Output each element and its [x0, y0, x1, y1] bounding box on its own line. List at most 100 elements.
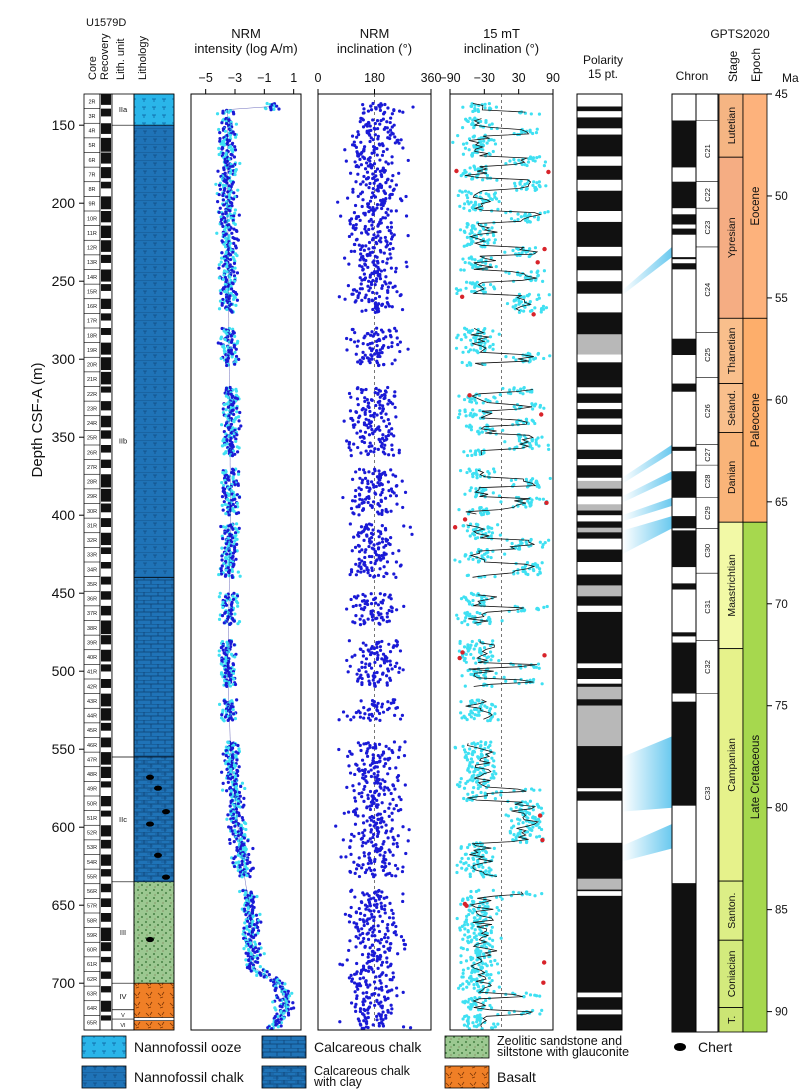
nrm-inclination-point [387, 489, 391, 493]
nrm-intensity-point [250, 930, 254, 934]
nrm-inclination-point [366, 955, 370, 959]
lith-unit-label: IIc [119, 815, 127, 824]
nrm-inclination-point [351, 418, 355, 422]
nrm-inclination-point [357, 792, 361, 796]
nrm-inclination-point [361, 356, 366, 361]
inclination-15mt-point [460, 126, 465, 130]
nrm-intensity-point [244, 958, 248, 962]
inclination-15mt-point [458, 412, 462, 416]
core-label: 57R [87, 904, 97, 910]
inclination-15mt-point [512, 299, 516, 303]
nrm-inclination-point [394, 329, 398, 333]
nrm-inclination-point [354, 1009, 358, 1013]
nrm-intensity-point [228, 294, 232, 298]
nrm-inclination-point [353, 895, 357, 899]
nrm-inclination-point [352, 715, 356, 719]
nrm-intensity-point [256, 956, 260, 960]
nrm-inclination-point [352, 242, 357, 247]
nrm-inclination-point [376, 447, 380, 451]
nrm-intensity-point [223, 129, 227, 133]
nrm-inclination-point [345, 348, 349, 352]
nrm-intensity-point [265, 101, 269, 106]
lithology-interval [133, 982, 175, 1018]
nrm-intensity-point [280, 1005, 284, 1009]
nrm-inclination-point [353, 545, 358, 549]
depth-tick-label: 450 [52, 585, 76, 601]
nrm-inclination-point [355, 996, 359, 1001]
nrm-intensity-point [247, 958, 251, 963]
nrm-inclination-point [371, 678, 375, 682]
inclination-15mt-point [482, 328, 486, 332]
nrm-inclination-point [374, 717, 378, 721]
nrm-inclination-point [366, 770, 371, 774]
nrm-intensity-point [234, 861, 238, 865]
inclination-15mt-point [470, 397, 474, 401]
nrm-inclination-point [375, 242, 379, 246]
nrm-inclination-point [349, 889, 353, 893]
nrm-inclination-point [360, 665, 364, 670]
nrm-inclination-point [362, 787, 366, 791]
inclination-15mt-point [473, 285, 477, 289]
inclination-15mt-point [517, 547, 522, 551]
nrm-inclination-point [356, 130, 360, 134]
inclination-15mt-point [492, 467, 496, 471]
nrm-inclination-point [393, 390, 397, 394]
nrm-intensity-point [231, 671, 236, 676]
nrm-intensity-point [236, 530, 240, 534]
nrm-intensity-point [224, 753, 228, 758]
nrm-inclination-point [362, 569, 366, 573]
nrm-inclination-point [347, 948, 351, 953]
nrm-intensity-point [234, 439, 238, 444]
nrm-inclination-point [391, 285, 395, 289]
nrm-inclination-point [390, 344, 394, 349]
nrm-inclination-point [347, 391, 352, 396]
nrm-inclination-point [370, 330, 374, 334]
core-column: 2R3R4R5R6R7R8R9R10R11R12R13R14R15R16R17R… [83, 93, 113, 1031]
inclination-15mt-point [519, 215, 523, 219]
nrm-intensity-point [228, 228, 232, 232]
nrm-inclination-point [379, 118, 383, 123]
nrm-inclination-point [368, 804, 372, 808]
nrm-inclination-point [404, 194, 408, 199]
nrm-intensity-point [229, 710, 233, 714]
inclination-15mt-point [474, 413, 478, 417]
nrm-inclination-point [362, 936, 366, 941]
nrm-inclination-point [377, 777, 381, 782]
inclination-15mt-point [538, 497, 542, 501]
nrm-intensity-point [234, 347, 238, 351]
nrm-inclination-point [381, 330, 385, 334]
nrm-inclination-point [394, 874, 398, 878]
nrm-inclination-point [341, 838, 345, 842]
nrm-inclination-point [371, 532, 375, 536]
nrm-inclination-point [401, 899, 405, 904]
nrm-inclination-point [382, 565, 386, 569]
nrm-intensity-point [272, 107, 276, 111]
nrm-intensity-point [236, 238, 240, 242]
nrm-inclination-point [368, 159, 372, 163]
nrm-inclination-point [400, 713, 405, 717]
nrm-intensity-point [224, 512, 228, 516]
nrm-intensity-point [222, 168, 226, 172]
nrm-intensity-point [230, 201, 234, 205]
nrm-inclination-point [360, 298, 364, 302]
nrm-intensity-point [230, 795, 234, 799]
nrm-inclination-point [401, 668, 405, 672]
inclination-15mt-point [469, 104, 474, 108]
nrm-inclination-point [374, 403, 378, 408]
nrm-inclination-point [349, 249, 353, 253]
nrm-inclination-point [376, 680, 381, 684]
nrm-inclination-point [386, 1010, 390, 1014]
nrm-inclination-point [388, 659, 392, 663]
nrm-intensity-point [253, 950, 257, 954]
inclination-15mt-point [476, 109, 481, 114]
nrm-intensity-point [226, 661, 230, 665]
nrm-inclination-point [364, 449, 368, 453]
nrm-inclination-point [359, 837, 363, 841]
core-label: 33R [87, 553, 97, 559]
nrm-intensity-point [233, 169, 238, 173]
nrm-inclination-point [382, 820, 386, 824]
nrm-inclination-point [369, 104, 373, 108]
inclination-15mt-point [542, 356, 546, 361]
inclination-15mt-point [462, 268, 466, 272]
nrm-intensity-point [222, 273, 226, 277]
